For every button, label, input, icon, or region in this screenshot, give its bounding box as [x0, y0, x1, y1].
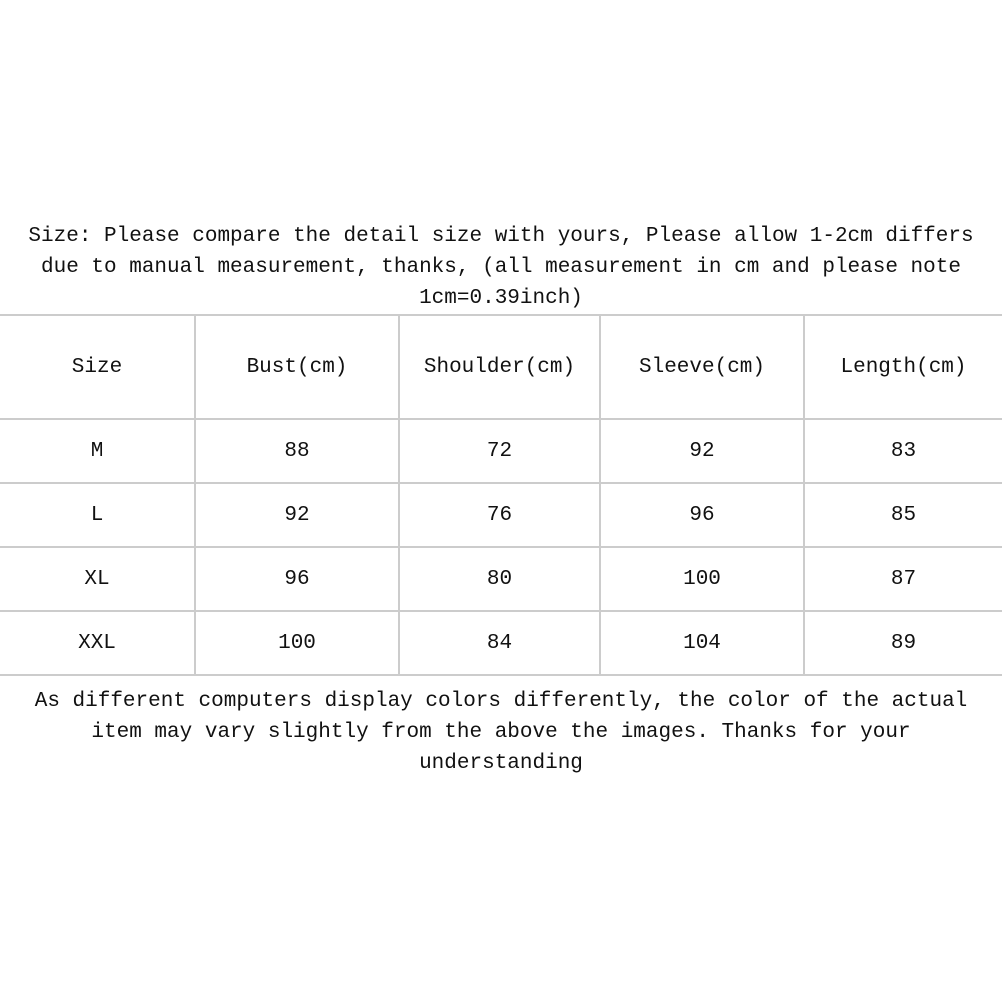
shoulder-value-cell: 80: [398, 546, 600, 611]
shoulder-value-cell: 72: [398, 418, 600, 483]
shoulder-value-cell: 76: [398, 482, 600, 547]
table-header-row: Size Bust(cm) Shoulder(cm) Sleeve(cm) Le…: [0, 314, 1002, 419]
color-disclaimer-line: item may vary slightly from the above th…: [91, 721, 911, 744]
bust-value-cell: 96: [194, 546, 399, 611]
table-row: XXL 100 84 104 89: [0, 610, 1002, 676]
measurement-note-line: Size: Please compare the detail size wit…: [28, 225, 974, 248]
table-row: XL 96 80 100 87: [0, 546, 1002, 611]
length-value-cell: 89: [803, 610, 1002, 676]
color-disclaimer: As different computers display colors di…: [0, 686, 1002, 779]
column-header-sleeve: Sleeve(cm): [599, 314, 804, 419]
measurement-note: Size: Please compare the detail size wit…: [0, 221, 1002, 314]
shoulder-value-cell: 84: [398, 610, 600, 676]
color-disclaimer-line: understanding: [419, 752, 583, 775]
size-label-cell: XXL: [0, 610, 195, 676]
size-label-cell: M: [0, 418, 195, 483]
measurement-note-line: due to manual measurement, thanks, (all …: [41, 256, 961, 279]
column-header-size: Size: [0, 314, 195, 419]
length-value-cell: 83: [803, 418, 1002, 483]
size-label-cell: L: [0, 482, 195, 547]
bust-value-cell: 88: [194, 418, 399, 483]
measurement-note-line: 1cm=0.39inch): [419, 287, 583, 310]
sleeve-value-cell: 104: [599, 610, 804, 676]
bust-value-cell: 100: [194, 610, 399, 676]
column-header-length: Length(cm): [803, 314, 1002, 419]
sleeve-value-cell: 100: [599, 546, 804, 611]
bust-value-cell: 92: [194, 482, 399, 547]
size-label-cell: XL: [0, 546, 195, 611]
length-value-cell: 85: [803, 482, 1002, 547]
size-chart-table: Size Bust(cm) Shoulder(cm) Sleeve(cm) Le…: [0, 314, 1002, 676]
table-row: M 88 72 92 83: [0, 418, 1002, 483]
column-header-shoulder: Shoulder(cm): [398, 314, 600, 419]
length-value-cell: 87: [803, 546, 1002, 611]
color-disclaimer-line: As different computers display colors di…: [34, 690, 968, 713]
column-header-bust: Bust(cm): [194, 314, 399, 419]
table-row: L 92 76 96 85: [0, 482, 1002, 547]
sleeve-value-cell: 92: [599, 418, 804, 483]
sleeve-value-cell: 96: [599, 482, 804, 547]
